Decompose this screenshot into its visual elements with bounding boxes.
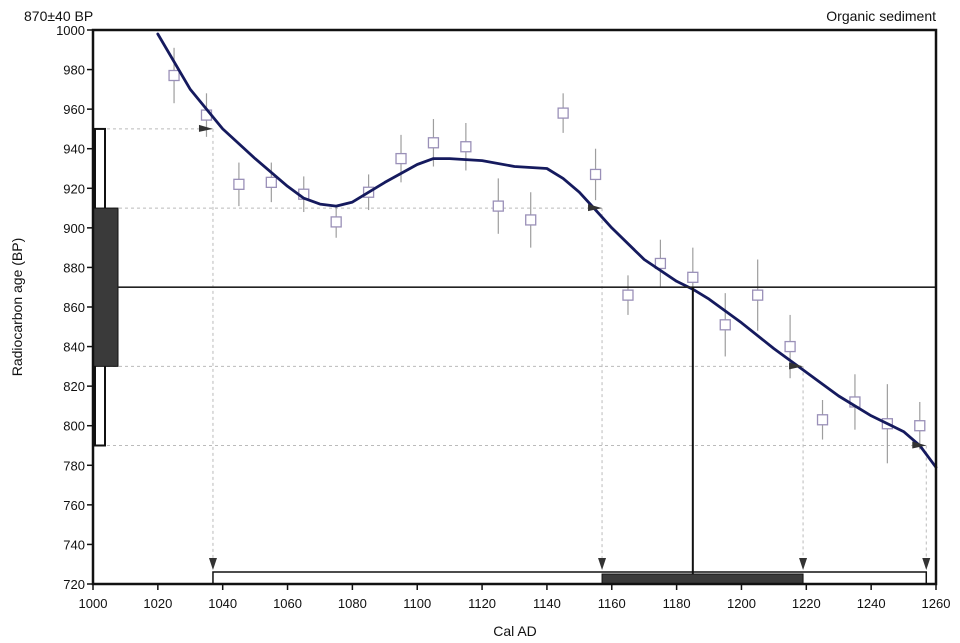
- calibration-curve-layer: [156, 32, 938, 469]
- measurement-point: [168, 69, 180, 82]
- measurement-point: [265, 176, 277, 189]
- sample-age-label: 870±40 BP: [24, 8, 93, 24]
- measurement-point: [492, 200, 504, 212]
- measurement-point: [233, 178, 245, 190]
- y-tick-label: 1000: [56, 23, 85, 38]
- calibrated-range-bars: [212, 571, 928, 585]
- x-tick-label: 1060: [273, 596, 302, 611]
- x-axis-ticks: 1000 1020 1040 1060 1080 1100 1120 1140 1160 1180…: [79, 584, 951, 611]
- y-axis-title: Radiocarbon age (BP): [9, 238, 25, 377]
- range-arrow: [922, 558, 931, 570]
- age-range-1sigma: [92, 207, 119, 367]
- range-arrow: [799, 558, 808, 570]
- measurement-point: [589, 168, 602, 181]
- range-arrow: [208, 558, 217, 570]
- x-tick-label: 1220: [792, 596, 821, 611]
- measurement-point: [427, 137, 440, 149]
- x-tick-label: 1120: [468, 596, 496, 611]
- x-tick-label: 1040: [208, 596, 237, 611]
- radiocarbon-age-bars: [92, 127, 119, 447]
- range-arrow: [598, 558, 607, 570]
- y-tick-label: 780: [63, 458, 85, 473]
- measurement-point: [622, 289, 634, 301]
- intercept-arrow: [198, 124, 213, 132]
- y-tick-label: 840: [63, 340, 85, 355]
- y-tick-label: 860: [63, 300, 85, 315]
- measurement-point: [784, 340, 796, 353]
- calibration-curve: [156, 32, 938, 469]
- x-tick-label: 1000: [79, 596, 108, 611]
- x-tick-label: 1180: [663, 596, 691, 611]
- measurement-point: [914, 420, 926, 432]
- x-axis-title: Cal AD: [493, 623, 537, 639]
- x-tick-label: 1260: [922, 596, 951, 611]
- y-tick-label: 800: [63, 419, 85, 434]
- x-tick-label: 1240: [857, 596, 886, 611]
- x-tick-label: 1100: [403, 596, 431, 611]
- intercept-lines: [118, 286, 936, 574]
- measurement-point: [525, 214, 537, 226]
- measurement-point: [719, 319, 731, 331]
- guide-lines: [107, 128, 927, 568]
- x-tick-label: 1160: [598, 596, 626, 611]
- y-tick-label: 900: [63, 221, 85, 236]
- y-tick-label: 940: [63, 142, 85, 157]
- measurement-point: [687, 271, 699, 283]
- measurement-point: [557, 107, 569, 119]
- y-tick-label: 740: [63, 537, 85, 552]
- measurement-point: [816, 414, 829, 426]
- measurement-point: [395, 152, 407, 165]
- calibrated-range-1sigma: [601, 573, 804, 585]
- measurement-point: [752, 289, 764, 301]
- measurement-point: [330, 216, 342, 228]
- plot-frame: [91, 28, 938, 586]
- intercept-markers: [198, 124, 931, 570]
- y-tick-label: 720: [63, 577, 85, 592]
- y-tick-label: 980: [63, 63, 85, 78]
- measurement-point: [654, 257, 667, 270]
- material-label: Organic sediment: [826, 8, 936, 24]
- y-tick-label: 820: [63, 379, 85, 394]
- y-tick-label: 880: [63, 260, 85, 275]
- y-tick-label: 760: [63, 498, 85, 513]
- calibrated-range-2sigma: [212, 571, 928, 585]
- x-tick-label: 1080: [338, 596, 367, 611]
- intercept-arrow: [588, 204, 603, 212]
- x-tick-label: 1020: [143, 596, 172, 611]
- y-axis-ticks: 720 740 760 780 800 820 840 860 880 900 920 940 960 9…: [56, 23, 93, 592]
- measurement-point: [460, 141, 472, 153]
- x-tick-label: 1140: [533, 596, 561, 611]
- intercept-arrow: [912, 441, 927, 449]
- x-tick-label: 1200: [727, 596, 756, 611]
- y-tick-label: 920: [63, 181, 85, 196]
- y-tick-label: 960: [63, 102, 85, 117]
- intercept-arrow: [789, 362, 804, 370]
